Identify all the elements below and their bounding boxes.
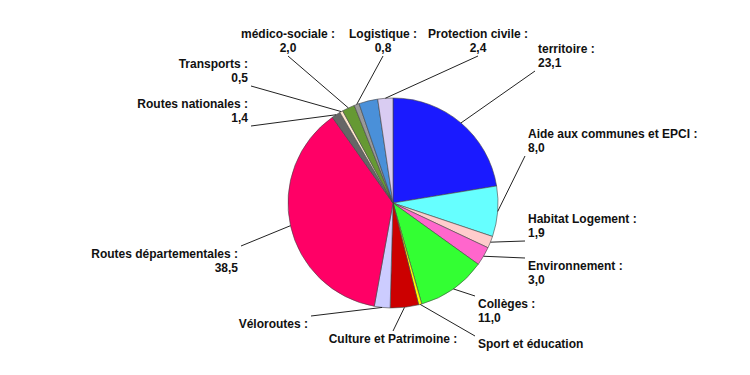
svg-text:Culture et Patrimoine :: Culture et Patrimoine : [329,332,458,346]
svg-text:Routes départementales :38,5: Routes départementales :38,5 [91,247,238,275]
svg-text:Protection civile :2,4: Protection civile :2,4 [428,27,528,55]
svg-text:Habitat Logement :1,9: Habitat Logement :1,9 [528,212,637,240]
svg-text:médico-sociale :2,0: médico-sociale :2,0 [241,27,335,55]
svg-text:Aide aux communes et EPCI :8,0: Aide aux communes et EPCI :8,0 [528,127,697,155]
svg-text:Transports :0,5: Transports :0,5 [179,57,249,85]
svg-text:territoire :23,1: territoire :23,1 [538,42,595,70]
svg-text:Collèges :11,0: Collèges :11,0 [478,297,535,325]
svg-text:Logistique :0,8: Logistique :0,8 [349,27,417,55]
svg-text:Environnement :3,0: Environnement :3,0 [528,259,623,287]
svg-text:Sport et éducation: Sport et éducation [478,337,583,351]
svg-text:Routes nationales :1,4: Routes nationales :1,4 [137,97,248,125]
svg-text:Véloroutes :: Véloroutes : [239,317,308,331]
